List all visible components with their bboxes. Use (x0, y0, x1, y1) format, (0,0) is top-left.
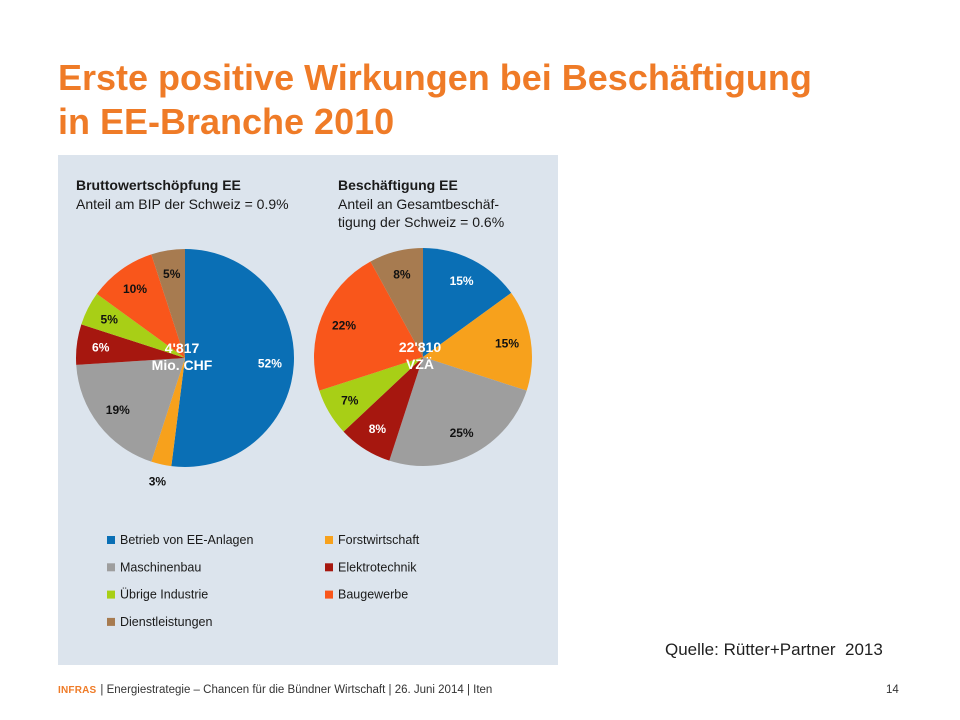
pie-slice (423, 248, 512, 357)
slice-value-label: 10% (123, 282, 147, 296)
legend-item: Maschinenbau (107, 560, 201, 574)
slice-value-label: 8% (369, 422, 387, 436)
pie-slice (151, 358, 185, 467)
page-number: 14 (886, 684, 899, 696)
legend-item: Elektrotechnik (325, 560, 417, 574)
pie-slice (96, 254, 185, 358)
source-note: Quelle: Rütter+Partner 2013 (665, 640, 883, 659)
chart-bruttowertschoepfung: Bruttowertschöpfung EE Anteil am BIP der… (76, 177, 295, 488)
legend-swatch (107, 563, 115, 572)
pie-slice (171, 249, 295, 467)
legend-swatch (325, 590, 333, 599)
legend-swatch (325, 536, 333, 544)
slide-title-line: Erste positive Wirkungen bei Beschäftigu… (58, 57, 812, 98)
pie-slice (343, 357, 423, 461)
slide-title: Erste positive Wirkungen bei Beschäftigu… (58, 56, 812, 144)
chart-subtitle: Anteil am BIP der Schweiz = 0.9% (76, 196, 289, 212)
legend-item: Betrieb von EE-Anlagen (107, 533, 253, 547)
legend: Betrieb von EE-Anlagen Forstwirtschaft Mas… (107, 533, 420, 629)
slice-value-label: 7% (341, 393, 359, 407)
pie-slice (370, 248, 423, 357)
chart-panel: Bruttowertschöpfung EE Anteil am BIP der… (58, 155, 558, 665)
legend-label: Übrige Industrie (120, 588, 208, 602)
pie-slice (389, 357, 527, 467)
legend-label: Forstwirtschaft (338, 533, 420, 547)
pie-center-label: VZÄ (406, 356, 434, 372)
slice-value-label: 3% (149, 474, 167, 488)
pie-slice (423, 292, 533, 391)
slice-value-label: 15% (495, 337, 519, 351)
pie-slice (313, 261, 423, 391)
legend-label: Dienstleistungen (120, 615, 212, 629)
pie-center-label: Mio. CHF (152, 357, 213, 373)
slice-value-label: 8% (393, 268, 411, 282)
slice-value-label: 5% (163, 267, 181, 281)
chart-subtitle: tigung der Schweiz = 0.6% (338, 214, 504, 230)
legend-swatch (107, 590, 115, 599)
legend-label: Maschinenbau (120, 560, 201, 574)
footer: INFRAS | Energiestrategie – Chancen für … (58, 684, 492, 696)
chart-title: Beschäftigung EE (338, 177, 458, 193)
pie-slice (81, 293, 185, 358)
slice-value-label: 22% (332, 319, 356, 333)
chart-figure: Bruttowertschöpfung EE Anteil am BIP der… (76, 177, 533, 629)
legend-swatch (107, 617, 115, 626)
legend-label: Elektrotechnik (338, 560, 417, 574)
footer-text: | Energiestrategie – Chancen für die Bün… (100, 684, 493, 696)
legend-label: Baugewerbe (338, 588, 408, 602)
legend-item: Übrige Industrie (107, 588, 208, 602)
pie-slice (76, 324, 185, 365)
slide-title-line: in EE-Branche 2010 (58, 101, 395, 142)
slice-value-label: 5% (101, 312, 119, 326)
slice-value-label: 19% (106, 403, 130, 417)
slice-value-label: 6% (92, 340, 110, 354)
legend-swatch (107, 536, 115, 544)
legend-label: Betrieb von EE-Anlagen (120, 533, 253, 547)
legend-item: Baugewerbe (325, 588, 408, 602)
pie-slice (151, 249, 185, 358)
slice-value-label: 52% (258, 356, 282, 370)
legend-item: Forstwirtschaft (325, 533, 420, 547)
pie-slice (76, 358, 185, 462)
chart-beschaeftigung: Beschäftigung EE Anteil an Gesamtbeschäf… (313, 177, 533, 467)
chart-title: Bruttowertschöpfung EE (76, 177, 241, 193)
slice-value-label: 15% (450, 274, 474, 288)
pie-center-label: 22'810 (399, 339, 441, 355)
pie-slice (319, 357, 423, 432)
legend-item: Dienstleistungen (107, 615, 212, 629)
legend-swatch (325, 563, 333, 572)
slice-value-label: 25% (450, 426, 474, 440)
chart-subtitle: Anteil an Gesamtbeschäf- (338, 196, 499, 212)
pie-center-label: 4'817 (165, 340, 200, 356)
infras-logo: INFRAS (58, 685, 97, 696)
